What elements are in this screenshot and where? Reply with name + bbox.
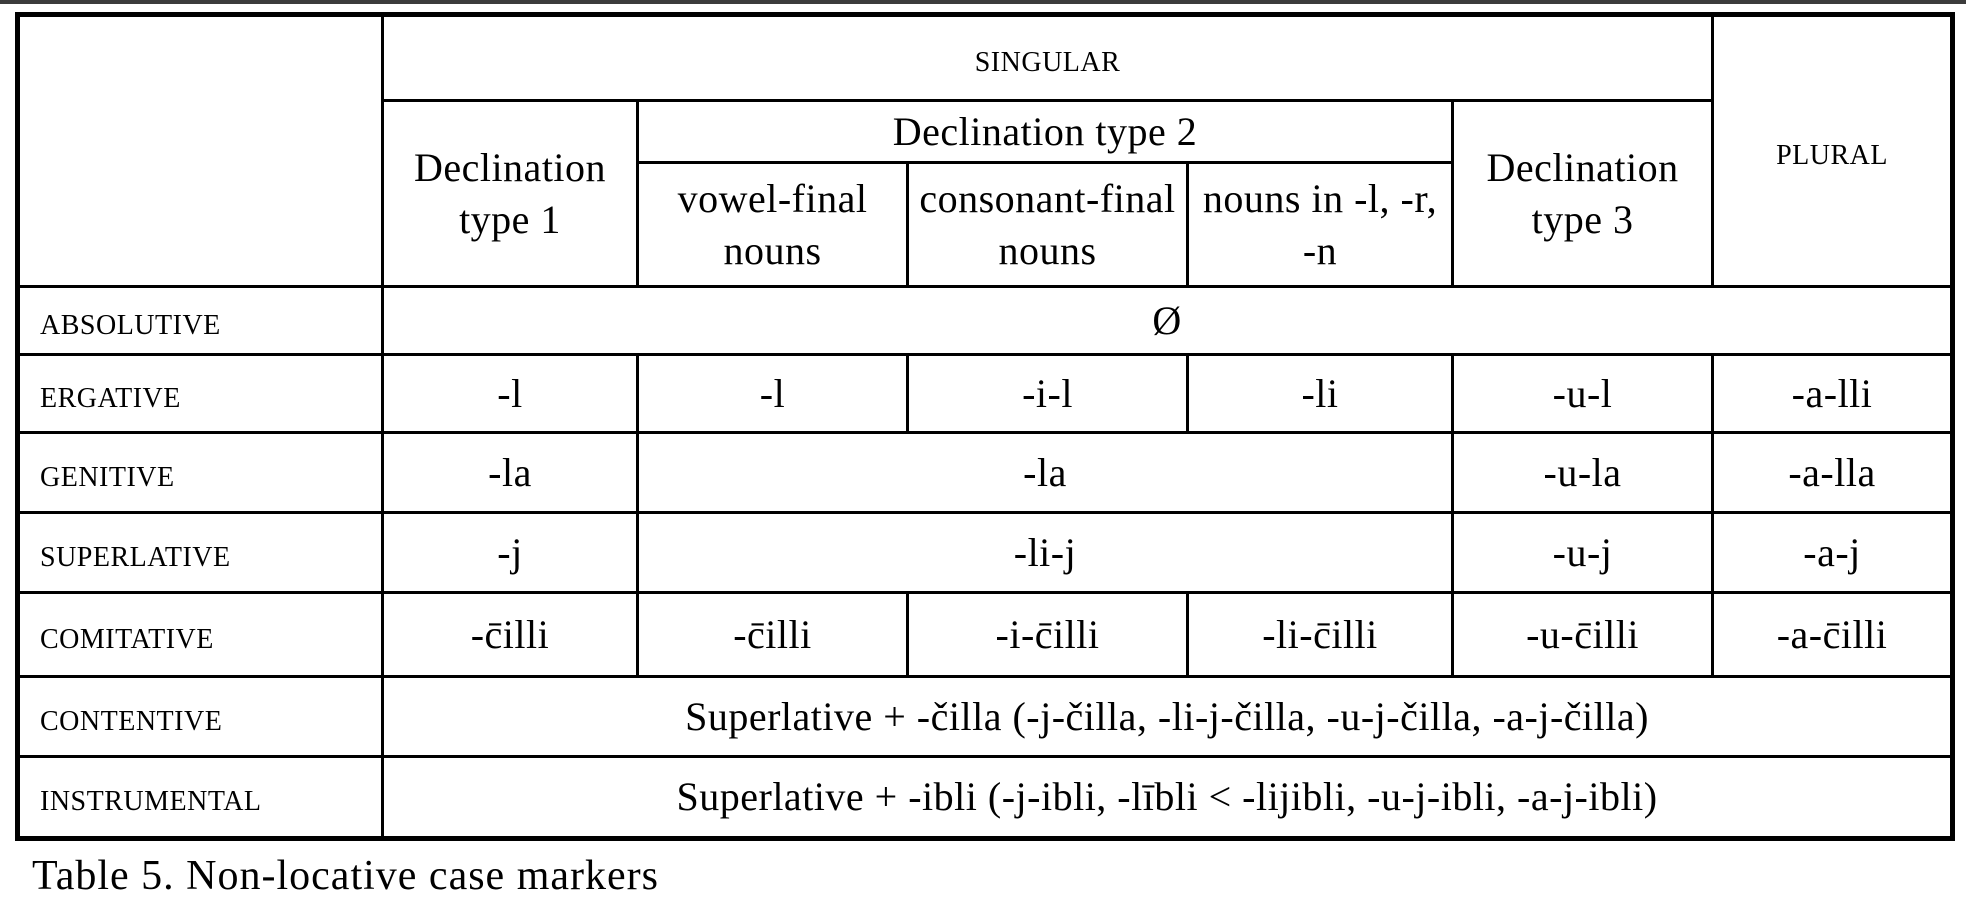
header-declination-type-3: Declination type 3: [1450, 99, 1715, 288]
row-superlative: Superlative -j -li-j -u-j -a-j: [16, 511, 1955, 594]
cell-instrumental-all: Superlative + -ibli (-j-ibli, -lībli < -…: [380, 755, 1955, 840]
header-nouns-in-l-r-n: nouns in -l, -r, -n: [1186, 161, 1454, 288]
row-genitive: Genitive -la -la -u-la -a-lla: [16, 431, 1955, 514]
header-row-3: vowel-final nouns consonant-final nouns …: [18, 161, 1953, 288]
row-label-contentive: Contentive: [16, 675, 384, 758]
header-vowel-final-nouns: vowel-final nouns: [636, 161, 909, 288]
cell-ergative-type1: -l: [381, 353, 639, 434]
cell-superlative-plural: -a-j: [1711, 511, 1955, 594]
scan-edge-artifact: [0, 0, 1966, 4]
cell-comitative-plural: -a-c̄illi: [1711, 591, 1955, 678]
cell-comitative-type1: -c̄illi: [381, 591, 639, 678]
header-consonant-final-nouns: consonant-final nouns: [906, 161, 1189, 288]
cell-comitative-type3: -u-c̄illi: [1450, 591, 1715, 678]
cell-ergative-type3: -u-l: [1450, 353, 1715, 434]
row-contentive: Contentive Superlative + -čilla (-j-čill…: [16, 675, 1955, 758]
cell-ergative-l-r-n: -li: [1186, 353, 1454, 434]
cell-ergative-plural: -a-lli: [1711, 353, 1955, 434]
row-label-genitive: Genitive: [16, 431, 384, 514]
header-plural: Plural: [1711, 13, 1955, 288]
header-row-1: Singular Plural: [16, 13, 1955, 288]
case-markers-table: Singular Plural Declination type 1 Decli…: [15, 12, 1956, 841]
row-label-absolutive: Absolutive: [16, 285, 384, 356]
cell-comitative-vowel-final: -c̄illi: [636, 591, 909, 678]
header-singular: Singular: [380, 13, 1715, 102]
cell-genitive-plural: -a-lla: [1711, 431, 1955, 514]
cell-genitive-type1: -la: [381, 431, 639, 514]
cell-genitive-type2: -la: [636, 431, 1454, 514]
row-comitative: Comitative -c̄illi -c̄illi -i-c̄illi -li…: [16, 591, 1955, 678]
cell-comitative-consonant-final: -i-c̄illi: [906, 591, 1189, 678]
header-row-2: Declination type 1 Declination type 2 De…: [18, 99, 1953, 288]
cell-absolutive-all: Ø: [380, 285, 1955, 356]
cell-comitative-l-r-n: -li-c̄illi: [1186, 591, 1454, 678]
row-instrumental: Instrumental Superlative + -ibli (-j-ibl…: [16, 755, 1955, 840]
row-ergative: Ergative -l -l -i-l -li -u-l -a-lli: [16, 353, 1955, 434]
row-label-superlative: Superlative: [16, 511, 384, 594]
header-declination-type-1: Declination type 1: [381, 99, 639, 288]
row-label-instrumental: Instrumental: [16, 755, 384, 840]
cell-superlative-type1: -j: [381, 511, 639, 594]
header-declination-type-2: Declination type 2: [636, 99, 1454, 164]
row-label-ergative: Ergative: [16, 353, 384, 434]
cell-superlative-type3: -u-j: [1450, 511, 1715, 594]
row-label-comitative: Comitative: [16, 591, 384, 678]
cell-contentive-all: Superlative + -čilla (-j-čilla, -li-j-či…: [380, 675, 1955, 758]
corner-cell: [16, 13, 384, 288]
cell-superlative-type2: -li-j: [636, 511, 1454, 594]
row-absolutive: Absolutive Ø: [16, 285, 1955, 356]
table-caption: Table 5. Non-locative case markers: [32, 853, 659, 899]
cell-ergative-consonant-final: -i-l: [906, 353, 1189, 434]
cell-genitive-type3: -u-la: [1450, 431, 1715, 514]
cell-ergative-vowel-final: -l: [636, 353, 909, 434]
